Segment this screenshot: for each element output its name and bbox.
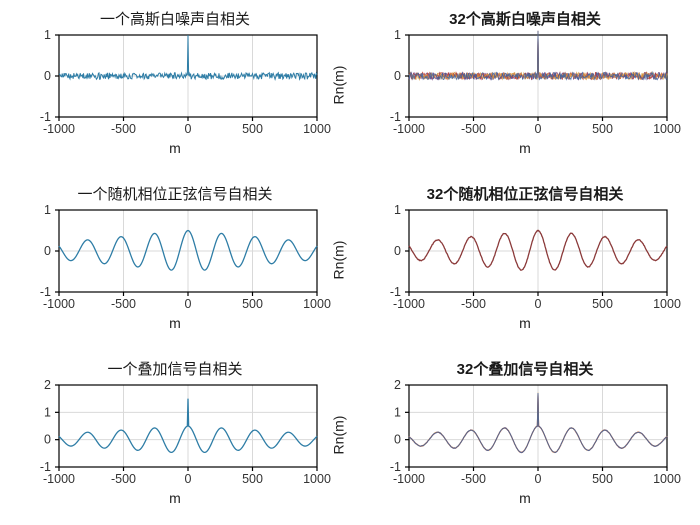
- svg-text:0: 0: [44, 244, 51, 258]
- svg-text:-500: -500: [111, 297, 136, 311]
- subplot-r1c2: 32个高斯白噪声自相关 Rn(m) -1000 -500 0 500 1000 -1 0 1 m: [350, 0, 700, 175]
- subplot-r2c2: 32个随机相位正弦信号自相关 Rn(m) -1000 -500 0 500 1000 -1 0 1…: [350, 175, 700, 350]
- subplot-r3c1: 一个叠加信号自相关 Rn(m) -1000 -500 0 500 1000 -1 0 1 2 m: [0, 350, 350, 525]
- svg-text:0: 0: [535, 122, 542, 136]
- svg-text:2: 2: [44, 378, 51, 392]
- svg-text:1: 1: [44, 203, 51, 217]
- svg-text:500: 500: [242, 472, 263, 486]
- svg-text:0: 0: [44, 433, 51, 447]
- svg-text:500: 500: [592, 122, 613, 136]
- svg-text:0: 0: [185, 297, 192, 311]
- y-axis-label-r3c2: Rn(m): [331, 416, 347, 455]
- x-axis-label-r2c1: m: [14, 315, 336, 331]
- svg-text:500: 500: [592, 297, 613, 311]
- svg-text:0: 0: [394, 433, 401, 447]
- svg-text:-500: -500: [461, 297, 486, 311]
- subplot-title-r3c2: 32个叠加信号自相关: [364, 358, 686, 379]
- svg-text:1000: 1000: [303, 297, 331, 311]
- y-axis-label-r1c2: Rn(m): [331, 66, 347, 105]
- x-axis-label-r3c2: m: [364, 490, 686, 506]
- x-axis-label-r1c2: m: [364, 140, 686, 156]
- svg-text:500: 500: [592, 472, 613, 486]
- subplot-title-r2c2: 32个随机相位正弦信号自相关: [364, 183, 686, 204]
- svg-text:500: 500: [242, 297, 263, 311]
- svg-text:0: 0: [44, 69, 51, 83]
- svg-text:-1000: -1000: [43, 297, 75, 311]
- svg-text:-1: -1: [390, 460, 401, 474]
- svg-text:-1: -1: [40, 110, 51, 124]
- x-axis-label-r3c1: m: [14, 490, 336, 506]
- chart-grid: 一个高斯白噪声自相关Rn(m)-1000-50005001000-101m32个…: [0, 0, 700, 525]
- svg-text:2: 2: [394, 378, 401, 392]
- chart-area-r2c2: Rn(m) -1000 -500 0 500 1000 -1 0 1: [364, 206, 686, 314]
- svg-text:-1: -1: [390, 110, 401, 124]
- subplot-title-r2c1: 一个随机相位正弦信号自相关: [14, 183, 336, 204]
- svg-text:-500: -500: [111, 122, 136, 136]
- svg-text:0: 0: [394, 244, 401, 258]
- svg-text:1000: 1000: [303, 472, 331, 486]
- svg-text:-500: -500: [461, 472, 486, 486]
- svg-text:1: 1: [394, 405, 401, 419]
- y-axis-label-r2c2: Rn(m): [331, 241, 347, 280]
- svg-text:0: 0: [535, 297, 542, 311]
- svg-text:0: 0: [185, 122, 192, 136]
- svg-text:1: 1: [394, 28, 401, 42]
- svg-text:1: 1: [394, 203, 401, 217]
- svg-text:-1: -1: [40, 285, 51, 299]
- svg-text:0: 0: [535, 472, 542, 486]
- svg-text:1: 1: [44, 405, 51, 419]
- subplot-r2c1: 一个随机相位正弦信号自相关 Rn(m) -1000 -500 0 500 1000 -1 0 1 m: [0, 175, 350, 350]
- svg-text:1000: 1000: [653, 297, 681, 311]
- x-axis-label-r2c2: m: [364, 315, 686, 331]
- svg-text:-1000: -1000: [393, 122, 425, 136]
- svg-text:1000: 1000: [653, 122, 681, 136]
- svg-text:1000: 1000: [303, 122, 331, 136]
- subplot-r1c1: 一个高斯白噪声自相关 Rn(m) -1000 -500 0 500 1000 -1 0 1 m: [0, 0, 350, 175]
- svg-text:-1000: -1000: [393, 472, 425, 486]
- svg-text:1: 1: [44, 28, 51, 42]
- svg-text:-1000: -1000: [393, 297, 425, 311]
- svg-text:-1000: -1000: [43, 122, 75, 136]
- svg-text:500: 500: [242, 122, 263, 136]
- subplot-r3c2: 32个叠加信号自相关 Rn(m) -1000 -500 0 500 1000 -1 0 1 2 m: [350, 350, 700, 525]
- svg-text:-500: -500: [111, 472, 136, 486]
- chart-area-r1c2: Rn(m) -1000 -500 0 500 1000 -1 0 1: [364, 31, 686, 139]
- svg-text:1000: 1000: [653, 472, 681, 486]
- subplot-title-r1c1: 一个高斯白噪声自相关: [14, 8, 336, 29]
- subplot-title-r1c2: 32个高斯白噪声自相关: [364, 8, 686, 29]
- subplot-title-r3c1: 一个叠加信号自相关: [14, 358, 336, 379]
- x-axis-label-r1c1: m: [14, 140, 336, 156]
- chart-area-r3c2: Rn(m) -1000 -500 0 500 1000 -1 0 1 2: [364, 381, 686, 489]
- svg-text:-1: -1: [40, 460, 51, 474]
- svg-text:0: 0: [185, 472, 192, 486]
- svg-text:-1: -1: [390, 285, 401, 299]
- svg-text:-500: -500: [461, 122, 486, 136]
- svg-text:-1000: -1000: [43, 472, 75, 486]
- svg-text:0: 0: [394, 69, 401, 83]
